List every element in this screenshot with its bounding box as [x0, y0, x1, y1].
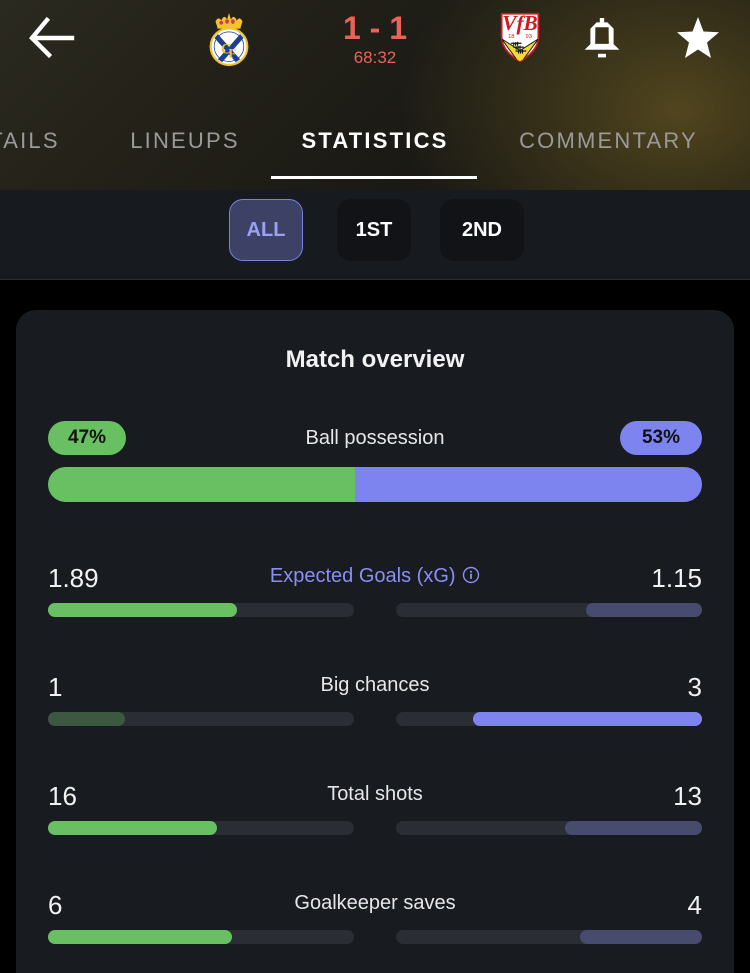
svg-text:F: F — [229, 46, 237, 60]
svg-text:VfB: VfB — [502, 11, 537, 35]
svg-text:93: 93 — [525, 34, 531, 40]
svg-text:18: 18 — [508, 34, 514, 40]
